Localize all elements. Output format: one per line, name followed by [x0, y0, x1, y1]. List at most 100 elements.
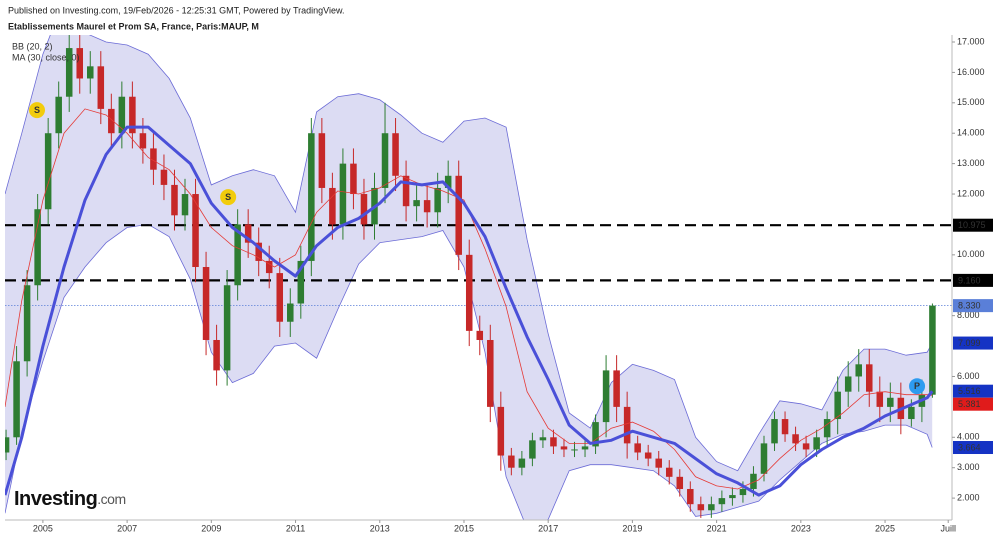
- y-tick-label: 10.000: [957, 249, 985, 259]
- candle-body: [44, 133, 52, 210]
- candle-body: [602, 370, 610, 423]
- candle-body: [613, 370, 620, 407]
- candle-body: [360, 194, 368, 225]
- candle-body: [750, 473, 757, 489]
- candle-body: [855, 364, 862, 377]
- candle-body: [687, 488, 694, 505]
- candle-body: [308, 133, 315, 261]
- y-tick-label: 6.000: [957, 371, 980, 381]
- bb-basis: [5, 108, 933, 490]
- logo: Investing.com: [14, 488, 126, 510]
- candle-body: [708, 504, 715, 511]
- candle-body: [634, 443, 641, 453]
- candle-body: [739, 488, 747, 496]
- chart-title: Etablissements Maurel et Prom SA, France…: [8, 21, 259, 31]
- candle-body: [834, 391, 841, 420]
- candle-body: [929, 305, 936, 395]
- logo-main: Investing: [14, 488, 97, 510]
- price-label: 5.381: [958, 399, 981, 409]
- candle-body: [276, 273, 284, 322]
- candle-body: [129, 96, 136, 134]
- logo-suffix: .com: [97, 491, 125, 507]
- candle-body: [487, 339, 494, 407]
- y-tick-label: 2.000: [957, 492, 980, 502]
- price-label-box: [953, 273, 993, 287]
- candle-body: [192, 194, 199, 268]
- price-label: 7.099: [958, 338, 981, 348]
- candle-body: [592, 422, 599, 447]
- candle-body: [476, 330, 484, 340]
- candle-body: [139, 133, 147, 149]
- candle-body: [644, 452, 652, 459]
- candle-body: [434, 187, 441, 213]
- candle-body: [244, 224, 252, 243]
- x-tick-label: 2009: [201, 523, 221, 533]
- candle-body: [213, 339, 220, 371]
- candle-body: [718, 498, 726, 505]
- x-tick-label: 2021: [707, 523, 727, 533]
- price-label-box: [953, 336, 993, 350]
- candle-body: [623, 406, 631, 444]
- x-tick-label: 2013: [370, 523, 390, 533]
- y-tick-label: 8.000: [957, 310, 980, 320]
- x-tick-label: 2005: [33, 523, 53, 533]
- candle-body: [781, 419, 789, 435]
- candle-body: [13, 361, 20, 438]
- candle-body: [529, 440, 536, 459]
- price-label: 8.330: [958, 301, 981, 311]
- moving-average: [5, 125, 934, 497]
- candle-body: [423, 200, 431, 213]
- candle-body: [444, 175, 452, 188]
- candle-body: [455, 175, 462, 255]
- candle-body: [665, 467, 673, 477]
- candle-body: [23, 285, 31, 362]
- axes: 2.000 3.000 4.000 6.000 8.000 10.000 12.000 13.…: [33, 36, 993, 533]
- event-label: S: [225, 192, 231, 202]
- candle-body: [339, 163, 347, 225]
- candle-body: [76, 48, 84, 79]
- candle-body: [402, 175, 410, 207]
- candle-body: [287, 303, 294, 322]
- x-tick-label: 2017: [538, 523, 558, 533]
- candle-body: [160, 169, 168, 185]
- candle-body: [887, 397, 894, 407]
- candle-body: [87, 66, 94, 79]
- candle-body: [413, 200, 420, 207]
- candle-body: [392, 133, 399, 176]
- price-label: 5.516: [958, 386, 981, 396]
- candle-body: [539, 437, 547, 441]
- candle-body: [297, 260, 305, 304]
- y-tick-label: 17.000: [957, 36, 985, 46]
- candle-body: [876, 391, 884, 407]
- y-tick-label: 14.000: [957, 128, 985, 138]
- candle-body: [65, 48, 73, 97]
- y-tick-label: 3.000: [957, 462, 980, 472]
- candle-body: [676, 476, 684, 489]
- x-tick-label: Juill: [940, 523, 956, 533]
- candle-body: [802, 443, 810, 450]
- candle-body: [550, 437, 557, 447]
- candle-body: [150, 148, 157, 170]
- x-tick-label: 2023: [791, 523, 811, 533]
- candle-body: [560, 446, 568, 450]
- y-tick-label: 13.000: [957, 158, 985, 168]
- candle-body: [760, 443, 768, 474]
- x-tick-label: 2011: [286, 523, 305, 533]
- candle-body: [202, 267, 210, 340]
- event-label: S: [34, 105, 40, 115]
- candle-body: [571, 449, 578, 451]
- event-marker: [220, 189, 237, 206]
- candle-body: [813, 437, 820, 450]
- x-tick-label: 2015: [454, 523, 474, 533]
- candle-body: [118, 96, 126, 134]
- candle-body: [655, 458, 662, 468]
- candle-body: [465, 254, 473, 331]
- candle-body: [5, 437, 10, 453]
- candle-body: [908, 406, 915, 420]
- price-label-box: [953, 384, 993, 398]
- candle-body: [497, 406, 505, 456]
- event-marker: [909, 378, 926, 395]
- bb-upper: [5, 35, 933, 472]
